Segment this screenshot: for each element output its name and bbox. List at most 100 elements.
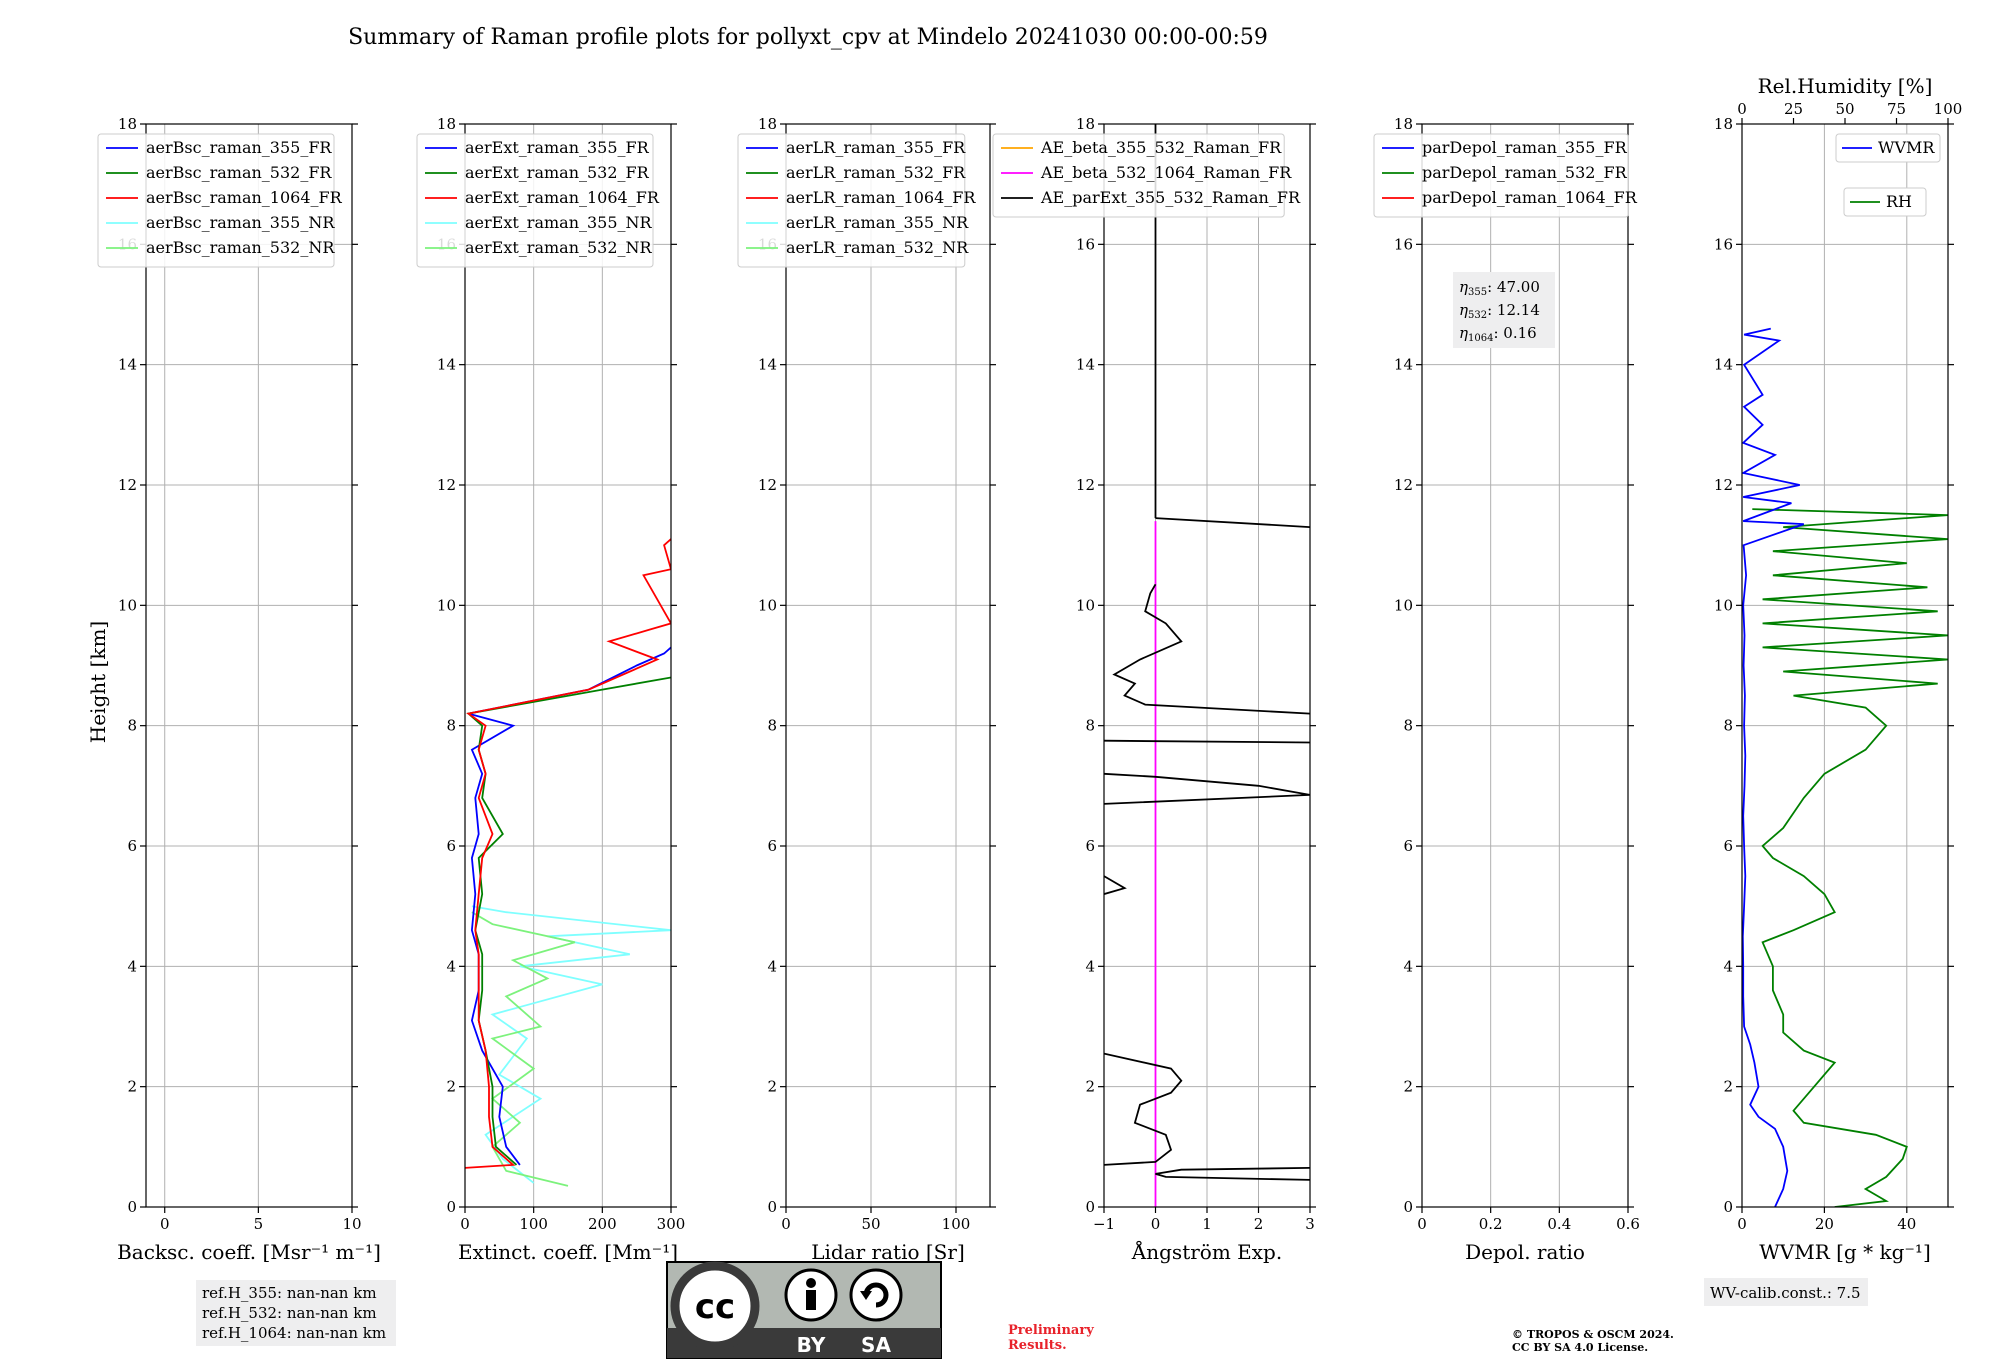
x-axis-label: Lidar ratio [Sr] xyxy=(811,1240,965,1264)
eta-box-bg xyxy=(1453,272,1555,348)
cc-text: cc xyxy=(695,1287,735,1327)
legend-label: aerBsc_raman_532_NR xyxy=(146,238,335,257)
x-tick-label: 2 xyxy=(1254,1215,1264,1233)
ref-h-532: ref.H_532: nan-nan km xyxy=(202,1304,377,1322)
sa-arrow xyxy=(863,1282,889,1308)
y-tick-label: 18 xyxy=(1076,115,1095,133)
x-axis-label: WVMR [g * kg⁻¹] xyxy=(1759,1240,1931,1264)
sa-label: SA xyxy=(861,1333,891,1357)
x-axis-label: Ångström Exp. xyxy=(1131,1239,1282,1264)
series-ae-parext-355-532-raman-fr xyxy=(1112,583,1310,715)
y-tick-label: 16 xyxy=(1714,235,1733,253)
y-tick-label: 18 xyxy=(118,115,137,133)
legend-label: parDepol_raman_532_FR xyxy=(1422,163,1628,182)
y-tick-label: 2 xyxy=(1085,1078,1095,1096)
y-tick-label: 10 xyxy=(1394,596,1413,614)
legend-box xyxy=(416,133,654,268)
legend-box xyxy=(1373,133,1629,218)
y-tick-label: 8 xyxy=(446,717,456,735)
y-tick-label: 4 xyxy=(1085,957,1095,975)
x-tick-label: 0.2 xyxy=(1479,1215,1503,1233)
preliminary-line-1: Preliminary xyxy=(1008,1323,1094,1338)
series-aerext-raman-355-fr xyxy=(468,646,671,1166)
x-axis-label: Extinct. coeff. [Mm⁻¹] xyxy=(458,1240,678,1264)
series-ae-parext-355-532-raman-fr xyxy=(1104,739,1310,744)
y-tick-label: 6 xyxy=(1723,837,1733,855)
y-tick-label: 12 xyxy=(758,476,777,494)
legend-label: aerExt_raman_1064_FR xyxy=(465,188,660,207)
legend-label: aerExt_raman_355_FR xyxy=(465,138,650,157)
y-tick-label: 4 xyxy=(446,957,456,975)
eta-532-value: 12.14 xyxy=(1497,301,1540,319)
x-tick-label: 0 xyxy=(1151,1215,1161,1233)
y-tick-label: 8 xyxy=(1085,717,1095,735)
y-tick-label: 12 xyxy=(437,476,456,494)
y-tick-label: 14 xyxy=(1714,356,1733,374)
y-tick-label: 4 xyxy=(767,957,777,975)
y-tick-label: 14 xyxy=(437,356,456,374)
y-tick-label: 16 xyxy=(1394,235,1413,253)
legend-bsc: aerBsc_raman_355_FR aerBsc_raman_532_FRae… xyxy=(97,133,343,268)
copyright-line-1: © TROPOS & OSCM 2024. xyxy=(1512,1328,1674,1341)
y-tick-label: 10 xyxy=(118,596,137,614)
x-tick-label: 100 xyxy=(519,1215,548,1233)
panel-lr: 024681012141618050100Lidar ratio [Sr]aer… xyxy=(737,115,996,1264)
panel-depol: 0 2 4 6 8 10 12 14 16 18 0 0.2 0.4 0.6 Depol. ratio par… xyxy=(1373,115,1640,1264)
axes-frame xyxy=(145,123,353,1208)
series-ae-parext-355-532-raman-fr xyxy=(1104,875,1127,895)
panels: 0246810121416180510Backsc. coeff. [Msr⁻¹… xyxy=(97,74,1963,1264)
y-tick-label: 18 xyxy=(437,115,456,133)
x-tick-label: 100 xyxy=(942,1215,971,1233)
y-tick-label: 0 xyxy=(446,1198,456,1216)
legend-label: aerLR_raman_1064_FR xyxy=(786,188,976,207)
y-tick-label: 14 xyxy=(1076,356,1095,374)
legend-label: aerExt_raman_532_FR xyxy=(465,163,650,182)
legend-label: aerBsc_raman_355_FR xyxy=(146,138,332,157)
by-person-head xyxy=(806,1278,816,1288)
series-ae-parext-355-532-raman-fr xyxy=(1104,1052,1183,1166)
y-tick-label: 2 xyxy=(127,1078,137,1096)
y-tick-label: 12 xyxy=(118,476,137,494)
x-tick-label: 0.4 xyxy=(1547,1215,1571,1233)
legend-label: parDepol_raman_1064_FR xyxy=(1422,188,1638,207)
legend-label: aerLR_raman_532_NR xyxy=(786,238,969,257)
x-tick-label: 1 xyxy=(1202,1215,1212,1233)
y-tick-label: 4 xyxy=(127,957,137,975)
legend-label: aerLR_raman_532_FR xyxy=(786,163,966,182)
legend-label: aerExt_raman_355_NR xyxy=(465,213,653,232)
ref-height-box-bg xyxy=(196,1280,396,1346)
legend-box xyxy=(992,133,1285,218)
ref-h-1064: ref.H_1064: nan-nan km xyxy=(202,1324,386,1342)
y-tick-label: 2 xyxy=(446,1078,456,1096)
legend-ext: aerExt_raman_355_FR aerExt_raman_532_FRae… xyxy=(416,133,660,268)
y-tick-label: 0 xyxy=(127,1198,137,1216)
y-tick-label: 12 xyxy=(1714,476,1733,494)
panel-ext: 0246810121416180100200300Extinct. coeff.… xyxy=(416,115,685,1264)
top-axis-label: Rel.Humidity [%] xyxy=(1758,74,1933,98)
axes-frame xyxy=(1421,123,1629,1208)
sa-arrow-head xyxy=(860,1291,872,1300)
x-tick-label: 0 xyxy=(460,1215,470,1233)
axes-frame xyxy=(785,123,991,1208)
wv-calib-box-bg xyxy=(1704,1278,1868,1306)
series-aerext-raman-532-fr xyxy=(466,676,671,1166)
series-group xyxy=(1742,327,1948,1207)
preliminary-line-2: Results. xyxy=(1008,1338,1067,1353)
series-ae-parext-355-532-raman-fr xyxy=(1155,517,1310,528)
y-tick-label: 2 xyxy=(1723,1078,1733,1096)
y-tick-label: 18 xyxy=(1394,115,1413,133)
top-x-tick-label: 0 xyxy=(1737,100,1747,118)
series-wvmr xyxy=(1742,327,1805,1207)
y-tick-label: 8 xyxy=(1403,717,1413,735)
x-tick-label: 200 xyxy=(588,1215,617,1233)
y-tick-label: 6 xyxy=(1403,837,1413,855)
eta-355-value: 47.00 xyxy=(1497,278,1540,296)
legend-ae: AE_beta_355_532_Raman_FR AE_beta_532_1064… xyxy=(992,133,1301,218)
top-x-tick-label: 100 xyxy=(1934,100,1963,118)
y-tick-label: 8 xyxy=(767,717,777,735)
x-tick-label: 0 xyxy=(160,1215,170,1233)
y-tick-label: 6 xyxy=(1085,837,1095,855)
y-tick-label: 10 xyxy=(437,596,456,614)
legend-wvmr: WVMR xyxy=(1835,133,1941,163)
top-x-tick-label: 25 xyxy=(1784,100,1803,118)
